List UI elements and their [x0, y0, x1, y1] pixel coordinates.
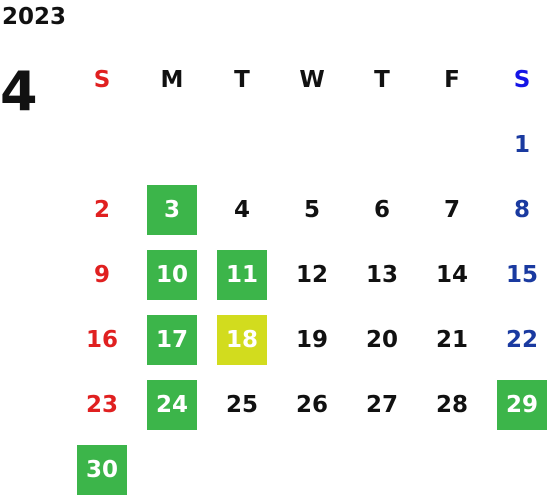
calendar-day-number: 29 — [505, 391, 538, 418]
calendar-day-number: 5 — [303, 196, 320, 223]
calendar-empty-cell — [417, 112, 487, 177]
calendar-day-cell[interactable]: 1 — [487, 112, 548, 177]
calendar-day-cell[interactable]: 21 — [417, 307, 487, 372]
calendar-day-number: 16 — [85, 326, 118, 353]
calendar-empty-cell — [277, 437, 347, 502]
calendar-day-cell[interactable]: 26 — [277, 372, 347, 437]
calendar-day-number: 30 — [85, 456, 118, 483]
calendar-day-number: 22 — [505, 326, 538, 353]
calendar-day-cell[interactable]: 29 — [487, 372, 548, 437]
calendar-day-cell[interactable]: 8 — [487, 177, 548, 242]
calendar-day-number: 2 — [93, 196, 110, 223]
calendar-day-cell[interactable]: 10 — [137, 242, 207, 307]
weekday-header-thursday: T — [374, 66, 390, 93]
calendar-day-cell[interactable]: 15 — [487, 242, 548, 307]
weekday-header-monday: M — [160, 66, 184, 93]
calendar-day-cell[interactable]: 3 — [137, 177, 207, 242]
calendar-day-number: 24 — [155, 391, 188, 418]
weekday-header-tuesday: T — [234, 66, 250, 93]
calendar-day-cell[interactable]: 27 — [347, 372, 417, 437]
calendar-day-cell[interactable]: 17 — [137, 307, 207, 372]
calendar-day-cell[interactable]: 2 — [67, 177, 137, 242]
calendar-day-cell[interactable]: 19 — [277, 307, 347, 372]
calendar-empty-cell — [67, 112, 137, 177]
calendar-day-number: 19 — [295, 326, 328, 353]
calendar-day-number: 13 — [365, 261, 398, 288]
calendar-month: 4 — [0, 60, 38, 123]
calendar-day-cell[interactable]: 12 — [277, 242, 347, 307]
calendar-empty-cell — [487, 437, 548, 502]
calendar-day-cell[interactable]: 4 — [207, 177, 277, 242]
calendar-day-number: 23 — [85, 391, 118, 418]
calendar-day-number: 26 — [295, 391, 328, 418]
calendar-day-number: 9 — [93, 261, 110, 288]
calendar-day-number: 7 — [443, 196, 460, 223]
calendar-day-cell[interactable]: 22 — [487, 307, 548, 372]
calendar-day-number: 21 — [435, 326, 468, 353]
calendar-day-number: 8 — [513, 196, 530, 223]
calendar-day-number: 11 — [225, 261, 258, 288]
calendar-day-number: 12 — [295, 261, 328, 288]
calendar-day-cell[interactable]: 7 — [417, 177, 487, 242]
calendar-day-number: 20 — [365, 326, 398, 353]
calendar-empty-cell — [277, 112, 347, 177]
calendar-day-number: 14 — [435, 261, 468, 288]
calendar-empty-cell — [347, 437, 417, 502]
calendar-day-cell[interactable]: 9 — [67, 242, 137, 307]
calendar-day-number: 3 — [163, 196, 180, 223]
calendar-day-cell[interactable]: 28 — [417, 372, 487, 437]
calendar-empty-cell — [207, 112, 277, 177]
calendar-empty-cell — [137, 112, 207, 177]
calendar-day-cell[interactable]: 13 — [347, 242, 417, 307]
calendar-day-number: 10 — [155, 261, 188, 288]
calendar-day-cell[interactable]: 5 — [277, 177, 347, 242]
calendar-empty-cell — [207, 437, 277, 502]
calendar-day-cell[interactable]: 16 — [67, 307, 137, 372]
calendar-day-number: 27 — [365, 391, 398, 418]
calendar-day-number: 18 — [225, 326, 258, 353]
calendar-day-number: 15 — [505, 261, 538, 288]
calendar-day-number: 6 — [373, 196, 390, 223]
calendar-day-number: 25 — [225, 391, 258, 418]
calendar-day-cell[interactable]: 24 — [137, 372, 207, 437]
calendar-year: 2023 — [2, 4, 67, 30]
weekday-header-saturday: S — [513, 66, 531, 93]
calendar-day-cell[interactable]: 18 — [207, 307, 277, 372]
calendar-day-cell[interactable]: 20 — [347, 307, 417, 372]
calendar-day-cell[interactable]: 30 — [67, 437, 137, 502]
calendar-day-cell[interactable]: 11 — [207, 242, 277, 307]
weekday-header-friday: F — [444, 66, 460, 93]
calendar-day-cell[interactable]: 25 — [207, 372, 277, 437]
calendar-day-number: 4 — [233, 196, 250, 223]
calendar-day-number: 1 — [513, 131, 530, 158]
calendar-day-cell[interactable]: 6 — [347, 177, 417, 242]
calendar-day-number: 17 — [155, 326, 188, 353]
calendar-empty-cell — [137, 437, 207, 502]
calendar-empty-cell — [417, 437, 487, 502]
calendar-grid: S M T W T F S 1 2 3 4 5 6 7 8 9 10 11 12 13 14 15 16 17 1… — [67, 47, 548, 502]
calendar-day-cell[interactable]: 23 — [67, 372, 137, 437]
calendar-day-number: 28 — [435, 391, 468, 418]
calendar-day-cell[interactable]: 14 — [417, 242, 487, 307]
weekday-header-sunday: S — [93, 66, 111, 93]
weekday-header-wednesday: W — [299, 66, 325, 93]
calendar-empty-cell — [347, 112, 417, 177]
